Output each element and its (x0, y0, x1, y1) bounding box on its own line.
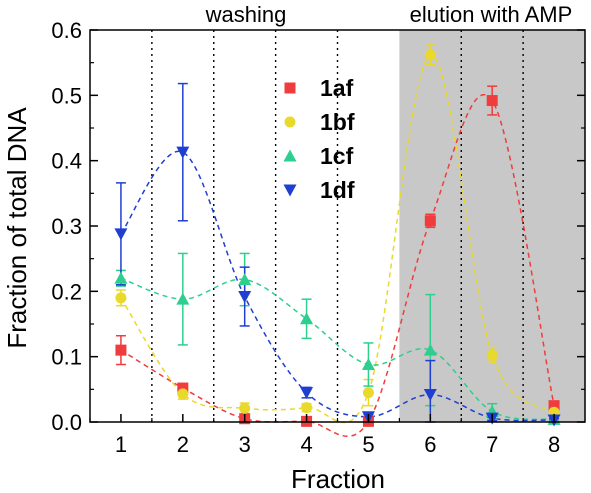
x-tick-label-2: 2 (177, 432, 189, 457)
point-1bf-1 (115, 292, 127, 304)
legend-marker-1af (284, 82, 296, 94)
y-axis-label: Fraction of total DNA (2, 107, 32, 349)
point-1cf-1 (114, 271, 128, 284)
legend-label-1cf: 1cf (320, 143, 354, 169)
x-tick-label-8: 8 (548, 432, 560, 457)
point-1af-6 (424, 215, 436, 227)
y-tick-label-0.3: 0.3 (51, 214, 82, 239)
y-tick-label-0.4: 0.4 (51, 149, 82, 174)
point-1bf-2 (177, 388, 189, 400)
point-1bf-6 (424, 49, 436, 61)
point-1bf-5 (362, 387, 374, 399)
legend-marker-1cf (283, 149, 297, 162)
region-label-washing: washing (205, 2, 287, 27)
point-1df-6 (423, 389, 437, 402)
point-1af-1 (115, 344, 127, 356)
fit-curve-1bf (120, 54, 555, 424)
point-1bf-7 (486, 349, 498, 361)
x-tick-label-3: 3 (239, 432, 251, 457)
point-1df-2 (176, 146, 190, 159)
y-tick-label-0.6: 0.6 (51, 18, 82, 43)
region-label-elution: elution with AMP (410, 2, 573, 27)
point-1cf-4 (300, 312, 314, 325)
point-1df-1 (114, 228, 128, 241)
point-1cf-2 (176, 292, 190, 305)
fit-curve-1cf (120, 277, 555, 421)
legend-marker-1bf (284, 116, 296, 128)
point-1bf-3 (239, 402, 251, 414)
point-1af-7 (486, 95, 498, 107)
legend-label-1af: 1af (320, 75, 354, 101)
legend-marker-1df (283, 184, 297, 197)
x-tick-label-7: 7 (486, 432, 498, 457)
legend-label-1df: 1df (320, 177, 355, 203)
point-1bf-4 (301, 402, 313, 414)
x-axis-label: Fraction (291, 464, 385, 493)
y-tick-label-0.1: 0.1 (51, 345, 82, 370)
x-tick-label-5: 5 (362, 432, 374, 457)
legend-label-1bf: 1bf (320, 109, 355, 135)
x-tick-label-6: 6 (424, 432, 436, 457)
x-tick-label-4: 4 (300, 432, 312, 457)
point-1af-8 (548, 400, 560, 412)
point-1cf-5 (361, 358, 375, 371)
y-tick-label-0.0: 0.0 (51, 410, 82, 435)
x-tick-label-1: 1 (115, 432, 127, 457)
point-1df-3 (238, 291, 252, 304)
point-1df-4 (300, 387, 314, 400)
y-tick-label-0.2: 0.2 (51, 279, 82, 304)
point-1cf-6 (423, 343, 437, 356)
point-1af-2 (177, 382, 189, 394)
y-tick-label-0.5: 0.5 (51, 83, 82, 108)
point-1cf-3 (238, 273, 252, 286)
